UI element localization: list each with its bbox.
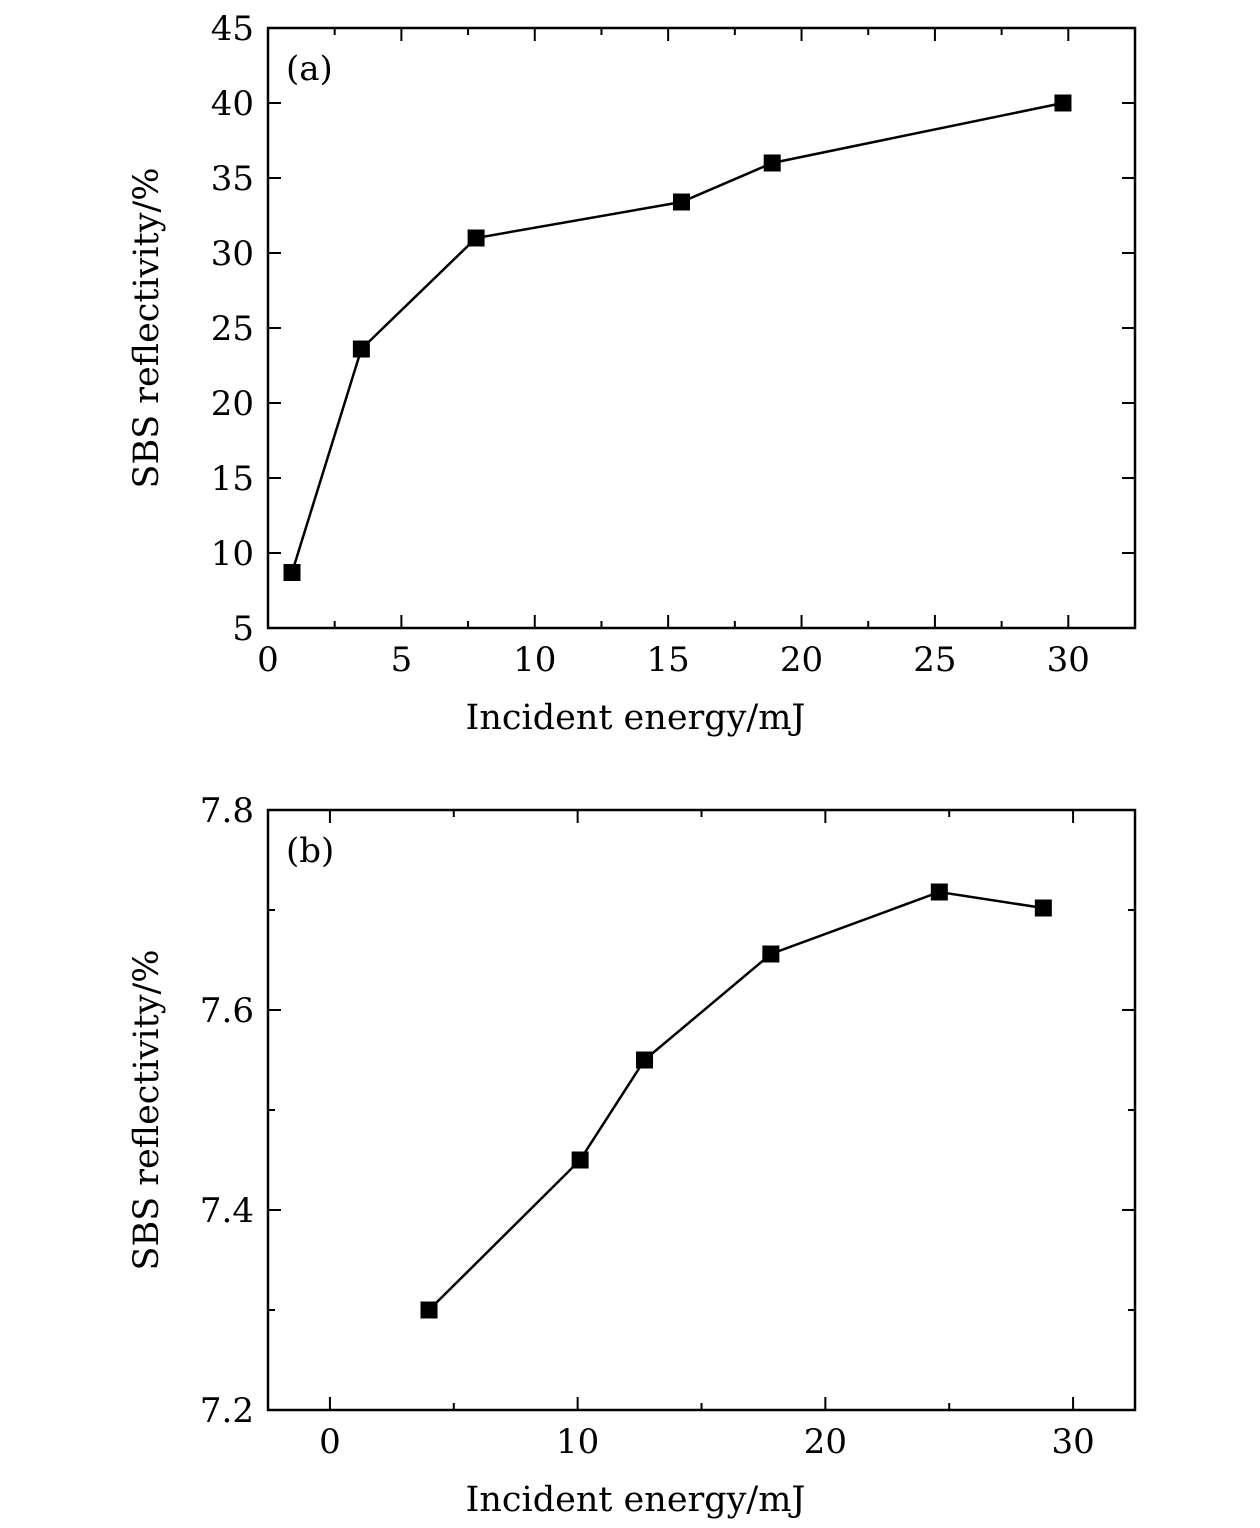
x-tick-label: 15 xyxy=(647,640,690,680)
data-point-marker xyxy=(467,229,485,247)
y-tick-label: 25 xyxy=(211,309,254,349)
y-tick-label: 7.4 xyxy=(200,1191,254,1231)
y-tick-label: 5 xyxy=(232,609,254,649)
data-point-marker xyxy=(930,883,948,901)
data-point-marker xyxy=(672,193,690,211)
y-tick-label: 10 xyxy=(211,534,254,574)
data-point-marker xyxy=(762,945,780,963)
y-tick-label: 35 xyxy=(211,159,254,199)
plot-frame xyxy=(266,808,1137,1412)
data-point-marker xyxy=(283,564,301,581)
plot-frame xyxy=(266,26,1137,630)
y-tick-label: 20 xyxy=(211,384,254,424)
y-tick-label: 15 xyxy=(211,459,254,499)
x-tick-label: 0 xyxy=(319,1422,341,1462)
y-tick-label: 45 xyxy=(211,9,254,49)
x-tick-label: 25 xyxy=(913,640,956,680)
chart-panel-b: 0 10 20 30 7.2 7.4 7.6 7.8 Incident energy/mJ SBS… xyxy=(127,791,1137,1520)
data-point-marker xyxy=(763,154,781,172)
data-point-marker xyxy=(352,340,370,358)
data-point-marker xyxy=(571,1151,589,1169)
y-axis-title: SBS reflectivity/% xyxy=(127,949,167,1270)
data-point-marker xyxy=(1034,899,1052,917)
x-tick-label: 0 xyxy=(257,640,279,680)
data-point-marker xyxy=(420,1301,438,1319)
y-axis-title: SBS reflectivity/% xyxy=(127,167,167,488)
x-tick-label: 20 xyxy=(804,1422,847,1462)
panel-label: (a) xyxy=(286,49,333,89)
data-point-marker xyxy=(636,1051,654,1069)
y-tick-label: 7.6 xyxy=(200,991,254,1031)
x-tick-label: 30 xyxy=(1047,640,1090,680)
y-tick-label: 7.8 xyxy=(200,791,254,831)
panel-label: (b) xyxy=(286,831,334,871)
series-line xyxy=(290,101,1064,573)
x-axis-title: Incident energy/mJ xyxy=(466,1480,806,1520)
y-tick-label: 7.2 xyxy=(200,1391,254,1431)
y-tick-label: 30 xyxy=(211,234,254,274)
x-tick-label: 5 xyxy=(391,640,413,680)
x-tick-label: 10 xyxy=(556,1422,599,1462)
x-tick-label: 20 xyxy=(780,640,823,680)
series-line xyxy=(428,890,1044,1311)
x-axis-title: Incident energy/mJ xyxy=(466,698,806,738)
x-tick-label: 10 xyxy=(513,640,556,680)
data-point-marker xyxy=(1054,94,1072,112)
x-tick-label: 30 xyxy=(1051,1422,1094,1462)
y-tick-label: 40 xyxy=(211,84,254,124)
